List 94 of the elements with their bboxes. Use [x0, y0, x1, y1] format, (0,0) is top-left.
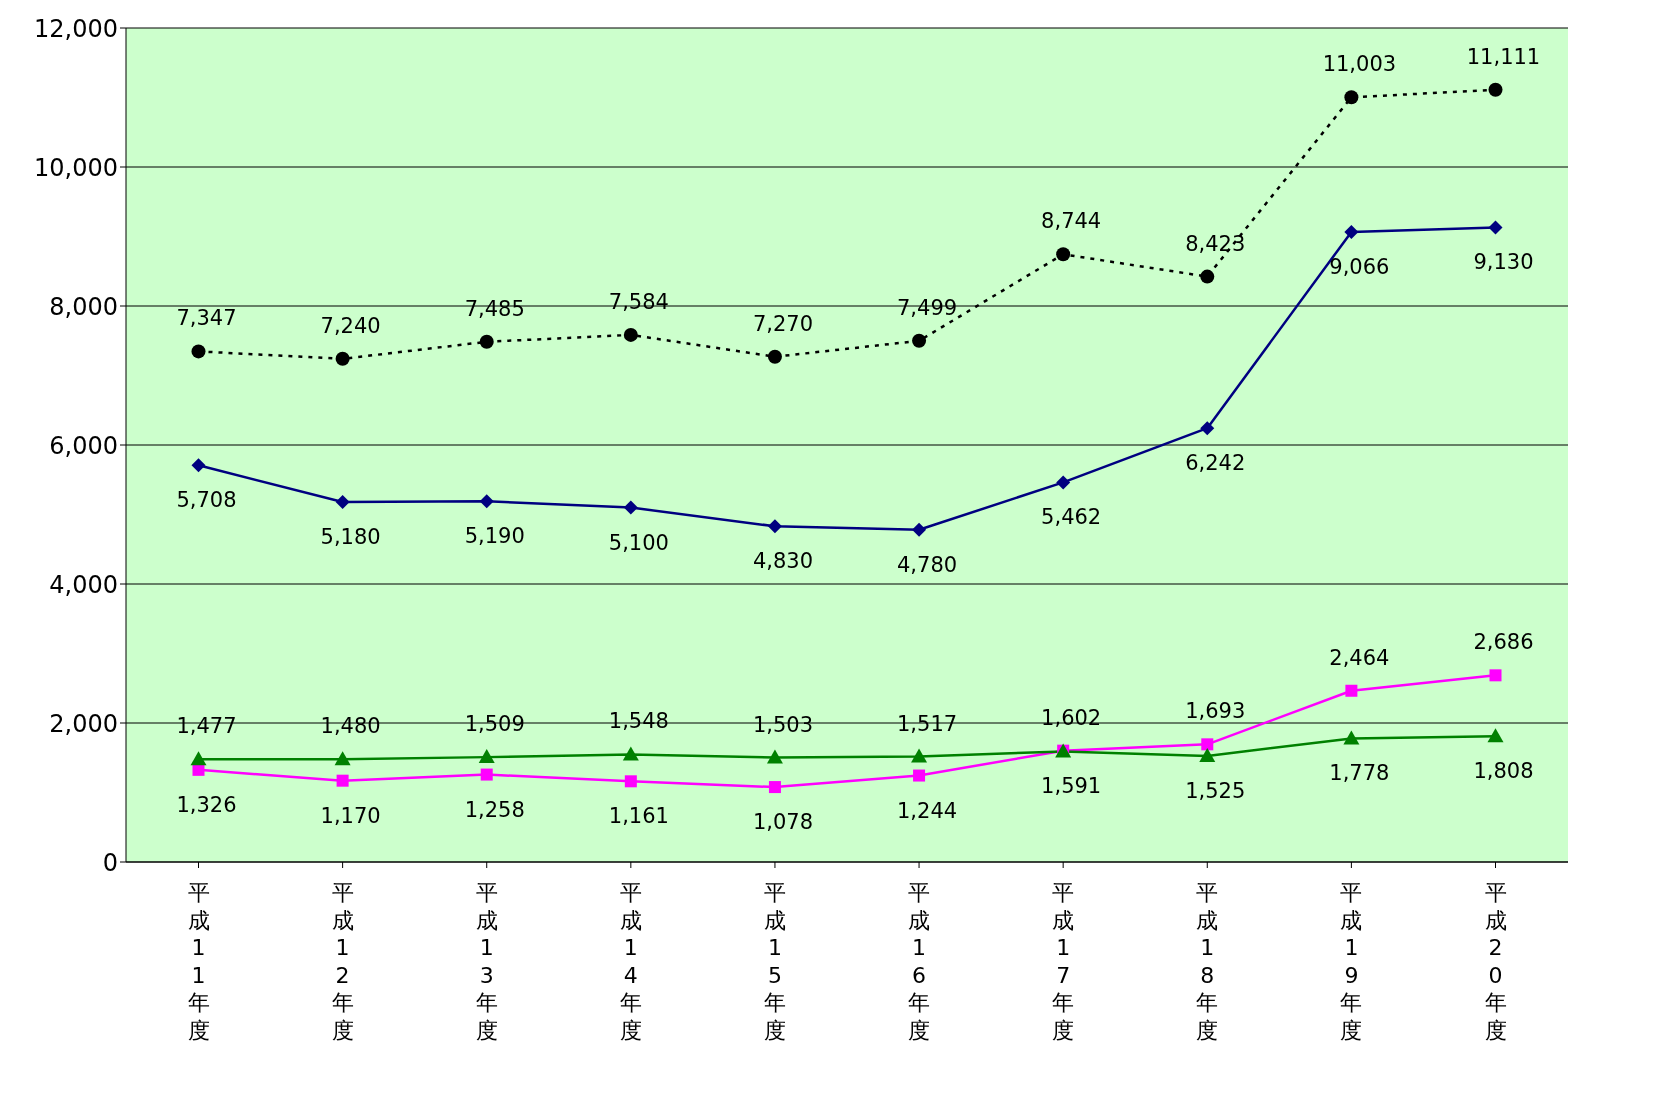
point — [623, 500, 638, 515]
point — [1199, 748, 1216, 763]
point — [624, 775, 637, 788]
point — [1344, 90, 1359, 105]
data-label: 1,244 — [896, 798, 958, 823]
y-tick-label: 12,000 — [34, 14, 118, 43]
data-label: 1,517 — [896, 711, 958, 736]
data-label: 5,180 — [320, 524, 381, 549]
point — [1488, 220, 1503, 235]
point — [1344, 224, 1359, 239]
data-label: 1,808 — [1473, 759, 1534, 784]
y-tick-label: 4,000 — [49, 570, 118, 599]
point — [622, 746, 639, 761]
point — [1201, 738, 1214, 751]
x-tick-label: 平成19年度 — [1340, 880, 1363, 1043]
data-label: 1,693 — [1185, 699, 1246, 724]
point — [1200, 421, 1215, 436]
point — [336, 774, 349, 787]
data-label: 7,584 — [608, 289, 669, 314]
point — [1345, 684, 1358, 697]
data-label: 5,462 — [1041, 505, 1102, 530]
data-label: 7,347 — [176, 306, 237, 331]
data-label: 5,100 — [608, 530, 669, 555]
data-label: 4,780 — [896, 552, 958, 577]
y-tick-label: 6,000 — [49, 431, 118, 460]
data-label: 1,078 — [752, 810, 814, 835]
point — [478, 749, 495, 764]
x-tick-label: 平成18年度 — [1196, 880, 1219, 1043]
point — [191, 458, 206, 473]
x-tick-label: 平成11年度 — [187, 880, 210, 1043]
data-label: 1,525 — [1185, 779, 1246, 804]
y-tick-label: 0 — [102, 848, 118, 877]
data-label: 1,503 — [752, 712, 814, 737]
data-label: 8,423 — [1185, 231, 1246, 256]
data-label: 7,240 — [320, 313, 381, 338]
x-tick-label: 平成14年度 — [619, 880, 642, 1043]
data-label: 1,477 — [176, 714, 237, 739]
x-tick-label: 平成12年度 — [331, 880, 354, 1043]
data-label: 5,190 — [464, 524, 525, 549]
x-tick-label: 平成20年度 — [1484, 880, 1507, 1043]
data-label: 1,591 — [1041, 774, 1102, 799]
y-tick-label: 8,000 — [49, 292, 118, 321]
data-label: 9,066 — [1329, 254, 1390, 279]
data-label: 7,485 — [464, 296, 525, 321]
data-label: 1,480 — [320, 714, 381, 739]
point — [190, 751, 207, 766]
data-label: 2,686 — [1473, 630, 1534, 655]
point — [767, 519, 782, 534]
point — [335, 494, 350, 509]
data-label: 1,161 — [608, 804, 669, 829]
y-tick-label: 2,000 — [49, 709, 118, 738]
point — [1056, 247, 1071, 262]
point — [1343, 730, 1360, 745]
point — [1488, 82, 1503, 97]
point — [191, 344, 206, 359]
point — [334, 751, 351, 766]
point — [912, 522, 927, 537]
point — [335, 351, 350, 366]
data-label: 7,270 — [752, 311, 814, 336]
point — [766, 749, 783, 764]
y-tick-label: 10,000 — [34, 153, 118, 182]
data-label: 11,111 — [1466, 44, 1541, 69]
data-label: 4,830 — [752, 549, 814, 574]
x-tick-label: 平成16年度 — [908, 880, 931, 1043]
data-label: 8,744 — [1041, 209, 1102, 234]
data-label: 5,708 — [176, 488, 237, 513]
point — [767, 349, 782, 364]
point — [913, 769, 926, 782]
point — [1487, 728, 1504, 743]
point — [479, 494, 494, 509]
data-label: 2,464 — [1329, 645, 1390, 670]
data-label: 1,548 — [608, 709, 669, 734]
data-label: 1,778 — [1329, 761, 1390, 786]
point — [911, 748, 928, 763]
x-tick-label: 平成17年度 — [1052, 880, 1075, 1043]
point — [623, 327, 638, 342]
point — [768, 781, 781, 794]
data-label: 1,602 — [1041, 705, 1102, 730]
data-label: 1,509 — [464, 712, 525, 737]
data-label: 11,003 — [1322, 52, 1397, 77]
point — [1200, 269, 1215, 284]
data-label: 6,242 — [1185, 451, 1246, 476]
point — [480, 768, 493, 781]
point — [912, 333, 927, 348]
data-label: 7,499 — [896, 295, 958, 320]
data-label: 1,258 — [464, 797, 525, 822]
point — [479, 334, 494, 349]
point — [1056, 475, 1071, 490]
data-label: 1,170 — [320, 803, 381, 828]
x-tick-label: 平成13年度 — [475, 880, 498, 1043]
point — [1489, 669, 1502, 682]
data-label: 9,130 — [1473, 250, 1534, 275]
x-tick-label: 平成15年度 — [763, 880, 786, 1043]
data-label: 1,326 — [176, 792, 237, 817]
